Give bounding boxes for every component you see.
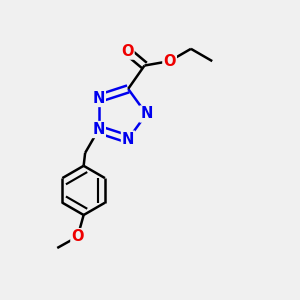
Text: N: N (92, 122, 105, 137)
Text: O: O (71, 229, 84, 244)
Text: N: N (122, 132, 134, 147)
Text: O: O (164, 54, 176, 69)
Text: N: N (140, 106, 153, 122)
Text: N: N (92, 91, 105, 106)
Text: O: O (121, 44, 134, 59)
